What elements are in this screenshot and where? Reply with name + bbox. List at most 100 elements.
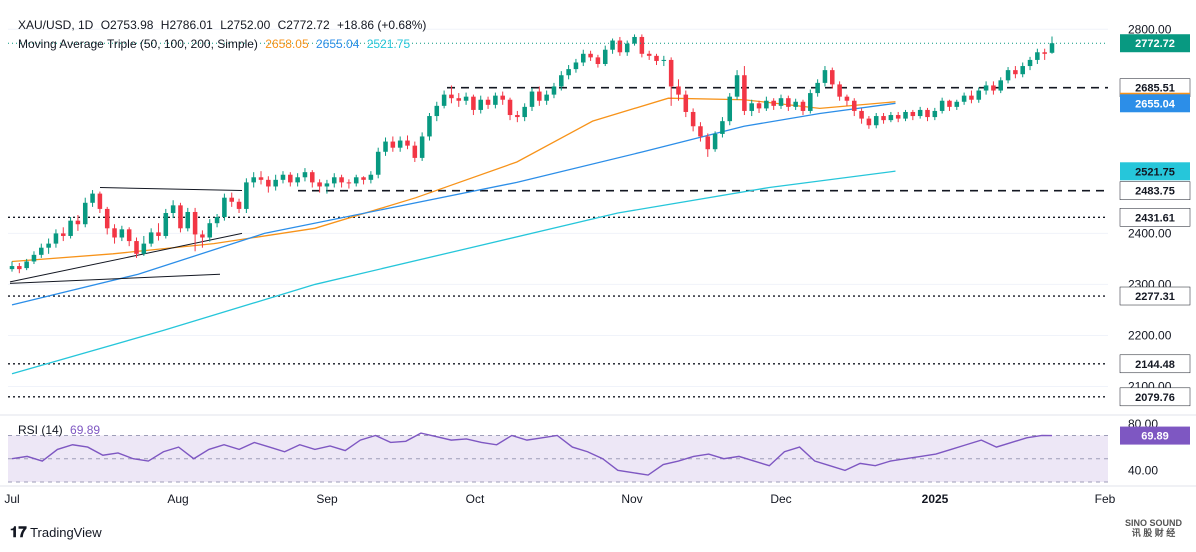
candle-body bbox=[537, 91, 542, 101]
candle bbox=[170, 200, 176, 219]
price-label-text: 2685.51 bbox=[1135, 83, 1175, 95]
candle bbox=[888, 111, 894, 123]
candle bbox=[515, 110, 520, 123]
candle-body bbox=[683, 94, 689, 112]
candle-body bbox=[68, 220, 73, 236]
candle bbox=[793, 98, 798, 110]
candle bbox=[947, 99, 952, 111]
price-label-box bbox=[1119, 286, 1191, 306]
trendline-upper bbox=[99, 186, 243, 192]
candle bbox=[749, 99, 754, 117]
candle-body bbox=[244, 182, 249, 209]
price-label-text: 2772.72 bbox=[1135, 38, 1175, 50]
candle bbox=[405, 135, 410, 150]
candle-body bbox=[522, 106, 527, 118]
candle bbox=[903, 109, 908, 122]
candle-body bbox=[288, 174, 293, 183]
ma200-value: 2521.75 bbox=[366, 37, 411, 51]
candle-body bbox=[258, 177, 264, 180]
candle bbox=[412, 141, 418, 162]
candle-body bbox=[192, 211, 198, 235]
candle-body bbox=[939, 100, 945, 111]
candle bbox=[17, 263, 22, 274]
candle bbox=[954, 99, 960, 110]
candle bbox=[566, 65, 571, 80]
candle bbox=[859, 108, 864, 124]
candle bbox=[551, 82, 557, 99]
price-tick-label: 2400.00 bbox=[1128, 226, 1172, 240]
candle-body bbox=[720, 121, 725, 134]
price-label-text: 2079.76 bbox=[1135, 392, 1175, 404]
candle-body bbox=[170, 205, 176, 213]
candle-body bbox=[573, 62, 579, 70]
candle bbox=[932, 107, 938, 121]
candle bbox=[419, 132, 425, 161]
candle-body bbox=[947, 100, 952, 107]
candle-body bbox=[873, 116, 879, 126]
candle bbox=[39, 243, 44, 258]
candle bbox=[427, 112, 432, 141]
candle-body bbox=[742, 75, 747, 111]
candle bbox=[507, 97, 513, 121]
sma50-line bbox=[11, 97, 896, 263]
candle-body bbox=[17, 266, 22, 270]
candle-body bbox=[830, 70, 835, 85]
candle bbox=[471, 94, 476, 116]
candle-body bbox=[749, 103, 754, 111]
candle-body bbox=[932, 110, 938, 118]
candle bbox=[207, 219, 213, 242]
candle bbox=[361, 176, 366, 185]
candle bbox=[192, 207, 198, 252]
candle-body bbox=[229, 197, 234, 202]
price-label-ma200: 2521.75 bbox=[1120, 162, 1190, 181]
candle-body bbox=[317, 182, 322, 187]
candle-body bbox=[273, 179, 278, 187]
rsi-title: RSI (14) bbox=[18, 423, 63, 437]
candle bbox=[969, 90, 974, 104]
candle-body bbox=[529, 91, 535, 107]
symbol-name: XAU/USD, 1D bbox=[18, 18, 94, 32]
candle bbox=[881, 112, 886, 124]
candle bbox=[390, 136, 396, 152]
candle-body bbox=[690, 111, 696, 127]
price-label-text: 2144.48 bbox=[1135, 359, 1175, 371]
candle bbox=[1049, 36, 1055, 54]
candle-body bbox=[734, 75, 740, 97]
candle bbox=[500, 91, 505, 105]
candle bbox=[90, 190, 95, 207]
candle bbox=[983, 81, 989, 95]
candle bbox=[544, 90, 549, 105]
candle-body bbox=[419, 136, 425, 158]
x-tick-label: Jul bbox=[4, 492, 19, 506]
candle-body bbox=[815, 82, 820, 94]
candle-body bbox=[24, 261, 29, 269]
candle-body bbox=[434, 105, 440, 117]
candle-body bbox=[302, 172, 308, 178]
candle-body bbox=[507, 99, 513, 116]
candle-body bbox=[727, 96, 733, 122]
candle bbox=[720, 117, 725, 138]
price-label-text: 2277.31 bbox=[1135, 291, 1175, 303]
candle-body bbox=[39, 247, 44, 255]
rsi-legend: RSI (14) 69.89 bbox=[18, 423, 104, 437]
candle-body bbox=[998, 80, 1004, 91]
candle-body bbox=[1042, 52, 1047, 54]
candle-body bbox=[390, 141, 396, 148]
high-value: 2786.01 bbox=[169, 18, 213, 32]
candle-body bbox=[646, 53, 652, 56]
candle-body bbox=[119, 229, 125, 238]
price-label-text: 2655.04 bbox=[1135, 98, 1176, 110]
price-label-level: 2277.31 bbox=[1119, 286, 1191, 306]
candle bbox=[141, 235, 147, 256]
candle-body bbox=[427, 116, 432, 137]
candle bbox=[31, 251, 37, 265]
candle bbox=[727, 93, 733, 126]
trendline-lower bbox=[9, 232, 243, 283]
candle-body bbox=[712, 133, 718, 150]
candle-body bbox=[207, 223, 213, 238]
candle bbox=[383, 137, 388, 156]
candle-body bbox=[178, 205, 183, 229]
candle bbox=[46, 238, 51, 254]
candle-body bbox=[705, 136, 711, 150]
